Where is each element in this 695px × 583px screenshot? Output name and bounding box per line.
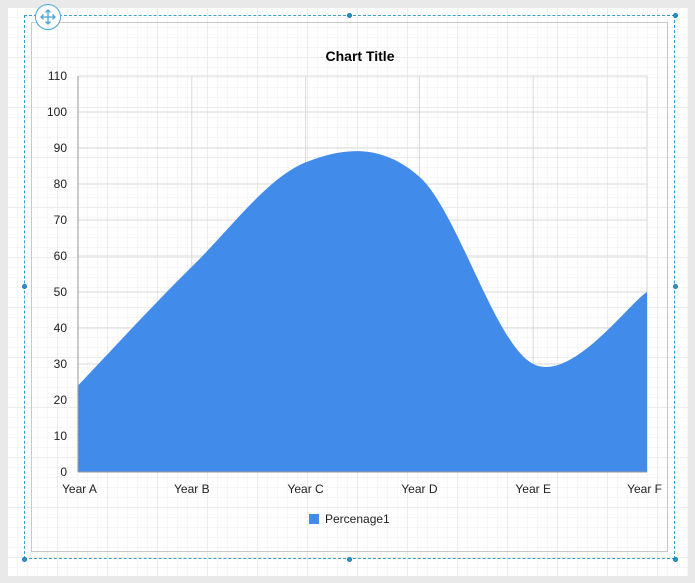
y-tick-label: 10 xyxy=(54,429,68,443)
y-tick-label: 90 xyxy=(54,141,68,155)
chart-axes xyxy=(77,76,647,473)
x-tick-label: Year E xyxy=(515,482,551,496)
area-series-percenage1[interactable] xyxy=(78,151,647,472)
legend-swatch xyxy=(309,514,319,524)
legend-label: Percenage1 xyxy=(325,512,390,526)
y-tick-label: 70 xyxy=(54,213,68,227)
y-tick-label: 40 xyxy=(54,321,68,335)
y-axis-ticks: 0 10 20 30 40 50 60 70 80 90 100 110 xyxy=(47,69,67,479)
x-axis-ticks: Year A Year B Year C Year D Year E Year F xyxy=(62,482,662,496)
resize-handle-left[interactable] xyxy=(22,284,27,289)
y-tick-label: 80 xyxy=(54,177,68,191)
resize-handle-top[interactable] xyxy=(347,13,352,18)
x-tick-label: Year F xyxy=(627,482,662,496)
y-tick-label: 30 xyxy=(54,357,68,371)
resize-handle-bottom[interactable] xyxy=(347,557,352,562)
legend[interactable]: Percenage1 xyxy=(309,512,390,526)
y-tick-label: 100 xyxy=(47,105,67,119)
y-tick-label: 110 xyxy=(48,69,67,83)
y-tick-label: 60 xyxy=(54,249,68,263)
move-icon xyxy=(40,9,56,25)
chart-border xyxy=(31,22,668,552)
y-tick-label: 20 xyxy=(54,393,68,407)
resize-handle-right[interactable] xyxy=(673,284,678,289)
plot-area xyxy=(78,151,647,472)
y-tick-label: 50 xyxy=(54,285,68,299)
resize-handle-top-right[interactable] xyxy=(673,13,678,18)
chart-title[interactable]: Chart Title xyxy=(326,48,395,64)
resize-handle-bottom-right[interactable] xyxy=(673,557,678,562)
move-handle[interactable] xyxy=(35,4,61,30)
x-tick-label: Year A xyxy=(62,482,97,496)
x-tick-label: Year D xyxy=(401,482,438,496)
x-tick-label: Year B xyxy=(174,482,210,496)
y-tick-label: 0 xyxy=(60,465,67,479)
x-tick-label: Year C xyxy=(287,482,324,496)
resize-handle-bottom-left[interactable] xyxy=(22,557,27,562)
